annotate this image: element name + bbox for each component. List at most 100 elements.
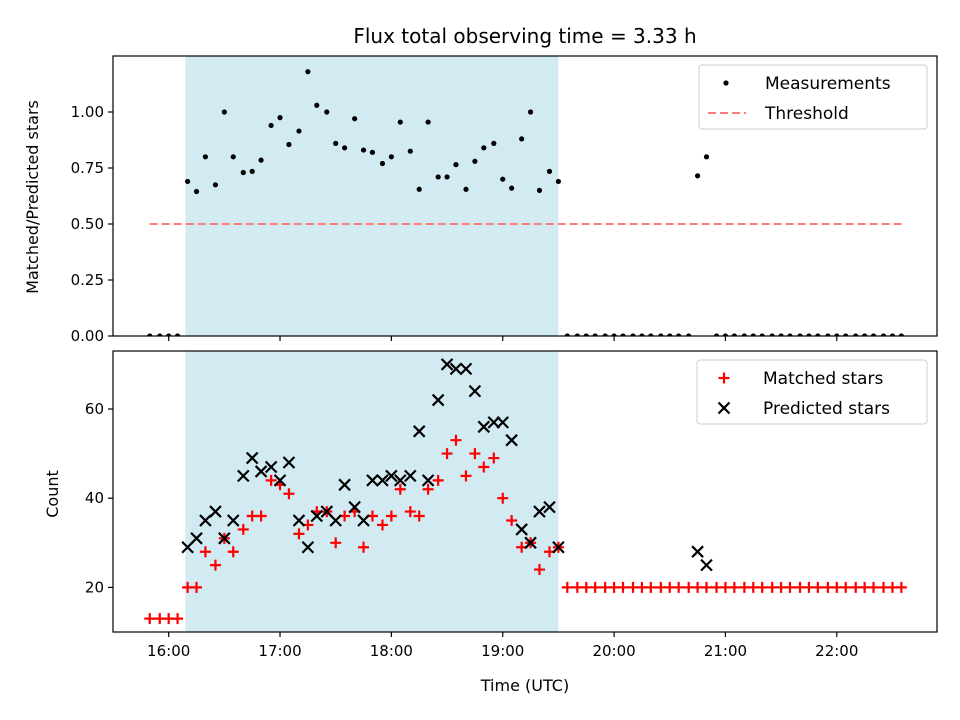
bottom-matched-stars-point-28 — [404, 506, 416, 518]
top-measurements-point-48 — [592, 333, 598, 336]
top-y-tick-label-4: 1.00 — [71, 103, 104, 121]
top-measurements-point-74 — [834, 333, 840, 336]
bottom-predicted-stars-point-32 — [477, 420, 491, 434]
bottom-predicted-stars-point-31 — [468, 384, 482, 398]
bottom-predicted-stars-point-13 — [301, 540, 315, 554]
bottom-predicted-stars-point-37 — [524, 536, 537, 550]
bottom-y-tick-label-1: 40 — [85, 489, 104, 507]
top-measurements-point-49 — [602, 333, 608, 336]
top-measurements-point-51 — [620, 333, 626, 336]
top-legend-label-threshold: Threshold — [764, 104, 849, 124]
top-measurements-point-78 — [870, 333, 877, 336]
bottom-matched-stars-point-34 — [460, 470, 472, 482]
bottom-predicted-stars-point-3 — [209, 505, 222, 518]
top-measurements-point-16 — [296, 128, 302, 134]
bottom-matched-stars-point-38 — [497, 492, 509, 504]
top-measurements-point-41 — [527, 109, 534, 115]
top-measurements-point-59 — [694, 173, 701, 179]
bottom-matched-stars-point-25 — [376, 519, 388, 531]
top-measurements-point-14 — [277, 115, 283, 121]
top-measurements-point-65 — [750, 333, 756, 336]
top-measurements-point-53 — [639, 333, 645, 336]
bottom-predicted-stars-point-38 — [533, 505, 546, 518]
top-measurements-point-0 — [147, 333, 153, 336]
bottom-legend-label-matched-stars: Matched stars — [763, 369, 883, 389]
bottom-predicted-stars-point-17 — [338, 478, 351, 492]
top-measurements-point-1 — [157, 333, 163, 336]
top-measurements-point-40 — [519, 136, 525, 142]
bottom-matched-stars-point-26 — [385, 510, 397, 522]
top-measurements-point-25 — [379, 160, 386, 167]
top-measurements-point-30 — [425, 119, 431, 125]
bottom-predicted-stars-point-34 — [496, 416, 510, 429]
top-measurements-point-33 — [453, 162, 459, 168]
bottom-predicted-stars-point-2 — [199, 514, 212, 527]
bottom-predicted-stars-point-11 — [282, 456, 296, 469]
x-tick-label-6: 22:00 — [815, 642, 858, 660]
top-legend-box — [698, 64, 928, 130]
bottom-matched-stars-point-72 — [812, 581, 824, 593]
bottom-matched-stars-point-7 — [209, 559, 221, 571]
top-measurements-point-76 — [853, 333, 859, 336]
bottom-matched-stars-point-78 — [868, 581, 880, 593]
bottom-predicted-stars-point-41 — [691, 545, 704, 558]
bottom-predicted-stars-point-18 — [348, 500, 361, 514]
top-measurements-point-9 — [230, 154, 236, 160]
top-measurements-point-28 — [407, 148, 413, 154]
bottom-axes-frame — [112, 350, 938, 633]
top-measurements-point-62 — [722, 333, 729, 336]
top-measurements-point-77 — [862, 333, 868, 336]
top-measurements-point-23 — [360, 147, 367, 153]
top-legend-marker-measurements — [723, 80, 729, 86]
top-measurements-point-19 — [324, 109, 330, 115]
top-measurements-point-54 — [648, 333, 654, 336]
bottom-legend: Matched stars Predicted stars — [696, 359, 928, 425]
bottom-matched-stars-point-23 — [358, 541, 370, 553]
bottom-predicted-stars-point-23 — [394, 474, 407, 487]
bottom-matched-stars-point-81 — [895, 581, 907, 593]
bottom-predicted-stars-point-35 — [505, 433, 518, 447]
top-measurements-point-60 — [703, 154, 710, 160]
top-measurements-point-80 — [889, 333, 896, 336]
bottom-matched-stars-point-31 — [432, 474, 444, 486]
top-measurements-point-7 — [212, 182, 219, 188]
top-measurements-point-46 — [574, 333, 580, 336]
bottom-matched-stars-point-29 — [413, 510, 425, 522]
bottom-predicted-stars-point-1 — [190, 532, 203, 545]
top-axes-frame — [112, 55, 938, 337]
bottom-matched-stars-point-63 — [728, 581, 740, 593]
top-y-tick-label-3: 0.75 — [71, 159, 104, 177]
top-measurements-point-47 — [583, 333, 589, 336]
bottom-predicted-stars-point-9 — [264, 460, 278, 474]
bottom-panel: 20 40 60 16:00 17:00 18:00 19:00 20:00 21:00 22:0… — [85, 350, 938, 660]
bottom-matched-stars-point-3 — [172, 613, 184, 625]
top-measurements-point-71 — [806, 333, 812, 336]
bottom-matched-stars-point-37 — [488, 452, 500, 464]
top-measurements-point-13 — [268, 122, 274, 129]
bottom-legend-label-predicted-stars: Predicted stars — [763, 399, 890, 419]
top-measurements-point-52 — [630, 333, 636, 336]
top-measurements-point-56 — [667, 333, 673, 336]
top-measurements-point-67 — [769, 333, 775, 336]
bottom-legend-marker-matched-stars — [718, 372, 730, 384]
bottom-matched-stars-point-9 — [227, 546, 239, 558]
bottom-predicted-stars-point-42 — [700, 558, 713, 572]
top-measurements-point-63 — [731, 333, 737, 336]
top-measurements-point-44 — [555, 178, 562, 185]
top-legend-label-measurements: Measurements — [765, 74, 891, 94]
bottom-matched-stars-point-10 — [237, 523, 249, 535]
bottom-predicted-stars-point-21 — [376, 474, 389, 487]
bottom-y-tick-label-0: 20 — [85, 578, 104, 596]
bottom-predicted-stars-point-5 — [226, 514, 240, 527]
bottom-predicted-stars-point-27 — [431, 393, 445, 407]
bottom-predicted-stars-point-16 — [329, 514, 342, 527]
bottom-matched-stars-point-13 — [265, 474, 277, 486]
top-measurements-point-17 — [305, 69, 311, 75]
x-tick-label-0: 16:00 — [147, 642, 190, 660]
top-measurements-point-50 — [611, 333, 617, 336]
top-measurements-point-22 — [352, 116, 358, 122]
bottom-matched-stars-point-16 — [293, 528, 305, 540]
bottom-plot-area — [144, 358, 907, 625]
